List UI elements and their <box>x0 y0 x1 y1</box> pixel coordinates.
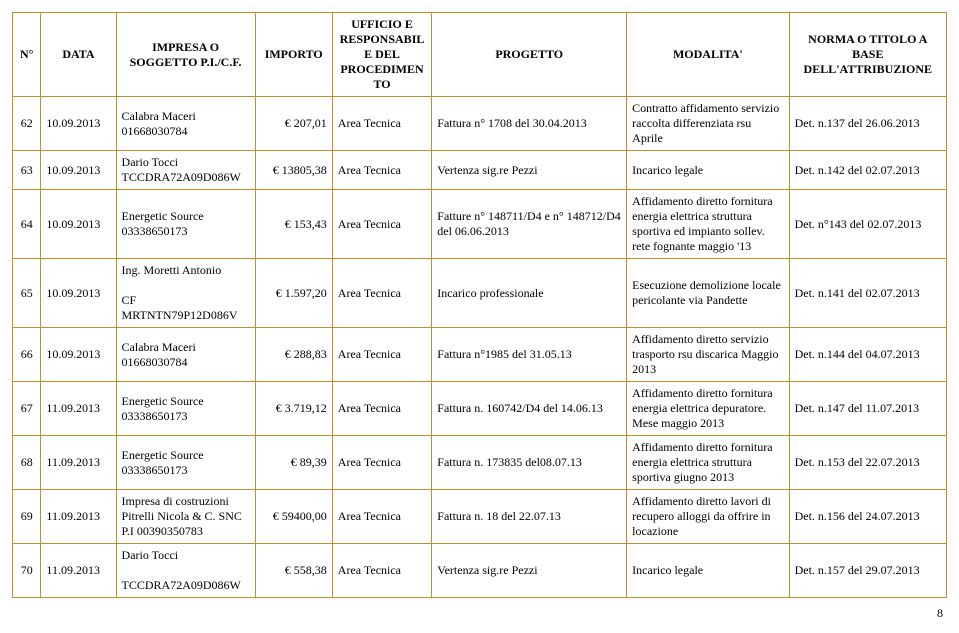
table-cell: 68 <box>13 436 41 490</box>
table-cell: 62 <box>13 97 41 151</box>
table-cell: Affidamento diretto lavori di recupero a… <box>627 490 789 544</box>
table-cell: 64 <box>13 190 41 259</box>
table-cell: Affidamento diretto servizio trasporto r… <box>627 328 789 382</box>
table-cell: Energetic Source 03338650173 <box>116 382 255 436</box>
table-cell: Area Tecnica <box>332 382 431 436</box>
table-cell: Energetic Source 03338650173 <box>116 190 255 259</box>
table-cell: 70 <box>13 544 41 598</box>
page-number: 8 <box>12 598 947 621</box>
table-cell: Energetic Source 03338650173 <box>116 436 255 490</box>
table-cell: 10.09.2013 <box>41 259 116 328</box>
table-cell: Det. n.156 del 24.07.2013 <box>789 490 946 544</box>
col-norma: NORMA O TITOLO A BASE DELL'ATTRIBUZIONE <box>789 13 946 97</box>
table-cell: Incarico legale <box>627 151 789 190</box>
table-cell: Fattura n° 1708 del 30.04.2013 <box>432 97 627 151</box>
col-impresa: IMPRESA O SOGGETTO P.I./C.F. <box>116 13 255 97</box>
table-cell: Dario Tocci TCCDRA72A09D086W <box>116 544 255 598</box>
table-cell: Det. n.137 del 26.06.2013 <box>789 97 946 151</box>
table-cell: Vertenza sig.re Pezzi <box>432 544 627 598</box>
table-cell: 65 <box>13 259 41 328</box>
table-cell: € 89,39 <box>255 436 332 490</box>
table-cell: Esecuzione demolizione locale pericolant… <box>627 259 789 328</box>
table-cell: € 288,83 <box>255 328 332 382</box>
table-cell: € 558,38 <box>255 544 332 598</box>
table-row: 6711.09.2013Energetic Source 03338650173… <box>13 382 947 436</box>
table-cell: Area Tecnica <box>332 436 431 490</box>
table-cell: 10.09.2013 <box>41 328 116 382</box>
table-row: 6210.09.2013Calabra Maceri 01668030784€ … <box>13 97 947 151</box>
table-cell: Det. n.147 del 11.07.2013 <box>789 382 946 436</box>
col-data: DATA <box>41 13 116 97</box>
table-cell: Det. n.157 del 29.07.2013 <box>789 544 946 598</box>
col-n: N° <box>13 13 41 97</box>
table-cell: 10.09.2013 <box>41 151 116 190</box>
table-cell: Det. n.153 del 22.07.2013 <box>789 436 946 490</box>
table-cell: Area Tecnica <box>332 544 431 598</box>
table-row: 6811.09.2013Energetic Source 03338650173… <box>13 436 947 490</box>
table-cell: Det. n°143 del 02.07.2013 <box>789 190 946 259</box>
table-cell: € 207,01 <box>255 97 332 151</box>
col-modalita: MODALITA' <box>627 13 789 97</box>
table-cell: Area Tecnica <box>332 151 431 190</box>
table-cell: 11.09.2013 <box>41 490 116 544</box>
table-cell: Impresa di costruzioni Pitrelli Nicola &… <box>116 490 255 544</box>
table-cell: Area Tecnica <box>332 328 431 382</box>
table-row: 6911.09.2013Impresa di costruzioni Pitre… <box>13 490 947 544</box>
table-cell: 66 <box>13 328 41 382</box>
col-ufficio: UFFICIO E RESPONSABILE DEL PROCEDIMENTO <box>332 13 431 97</box>
table-cell: 69 <box>13 490 41 544</box>
col-importo: IMPORTO <box>255 13 332 97</box>
table-cell: Det. n.141 del 02.07.2013 <box>789 259 946 328</box>
table-cell: Fattura n°1985 del 31.05.13 <box>432 328 627 382</box>
table-cell: 10.09.2013 <box>41 190 116 259</box>
table-row: 6310.09.2013Dario Tocci TCCDRA72A09D086W… <box>13 151 947 190</box>
table-cell: Calabra Maceri 01668030784 <box>116 97 255 151</box>
table-cell: Area Tecnica <box>332 97 431 151</box>
table-cell: Fatture n° 148711/D4 e n° 148712/D4 del … <box>432 190 627 259</box>
table-cell: Area Tecnica <box>332 190 431 259</box>
table-cell: Ing. Moretti Antonio CF MRTNTN79P12D086V <box>116 259 255 328</box>
data-table: N° DATA IMPRESA O SOGGETTO P.I./C.F. IMP… <box>12 12 947 598</box>
table-cell: Dario Tocci TCCDRA72A09D086W <box>116 151 255 190</box>
table-cell: Incarico professionale <box>432 259 627 328</box>
table-cell: Area Tecnica <box>332 490 431 544</box>
table-cell: 63 <box>13 151 41 190</box>
table-cell: Fattura n. 160742/D4 del 14.06.13 <box>432 382 627 436</box>
table-cell: Vertenza sig.re Pezzi <box>432 151 627 190</box>
table-cell: € 3.719,12 <box>255 382 332 436</box>
table-cell: Area Tecnica <box>332 259 431 328</box>
table-cell: 67 <box>13 382 41 436</box>
table-cell: 10.09.2013 <box>41 97 116 151</box>
header-row: N° DATA IMPRESA O SOGGETTO P.I./C.F. IMP… <box>13 13 947 97</box>
table-row: 6410.09.2013Energetic Source 03338650173… <box>13 190 947 259</box>
table-cell: Det. n.142 del 02.07.2013 <box>789 151 946 190</box>
table-cell: Incarico legale <box>627 544 789 598</box>
table-cell: Det. n.144 del 04.07.2013 <box>789 328 946 382</box>
table-cell: € 13805,38 <box>255 151 332 190</box>
table-cell: 11.09.2013 <box>41 382 116 436</box>
table-cell: Fattura n. 173835 del08.07.13 <box>432 436 627 490</box>
table-cell: Contratto affidamento servizio raccolta … <box>627 97 789 151</box>
table-cell: Fattura n. 18 del 22.07.13 <box>432 490 627 544</box>
col-progetto: PROGETTO <box>432 13 627 97</box>
table-row: 6510.09.2013Ing. Moretti Antonio CF MRTN… <box>13 259 947 328</box>
table-cell: € 59400,00 <box>255 490 332 544</box>
table-cell: Calabra Maceri 01668030784 <box>116 328 255 382</box>
table-cell: € 1.597,20 <box>255 259 332 328</box>
table-cell: Affidamento diretto fornitura energia el… <box>627 436 789 490</box>
table-row: 6610.09.2013Calabra Maceri 01668030784€ … <box>13 328 947 382</box>
table-cell: 11.09.2013 <box>41 544 116 598</box>
table-cell: Affidamento diretto fornitura energia el… <box>627 382 789 436</box>
table-row: 7011.09.2013Dario Tocci TCCDRA72A09D086W… <box>13 544 947 598</box>
table-cell: 11.09.2013 <box>41 436 116 490</box>
table-cell: Affidamento diretto fornitura energia el… <box>627 190 789 259</box>
table-cell: € 153,43 <box>255 190 332 259</box>
